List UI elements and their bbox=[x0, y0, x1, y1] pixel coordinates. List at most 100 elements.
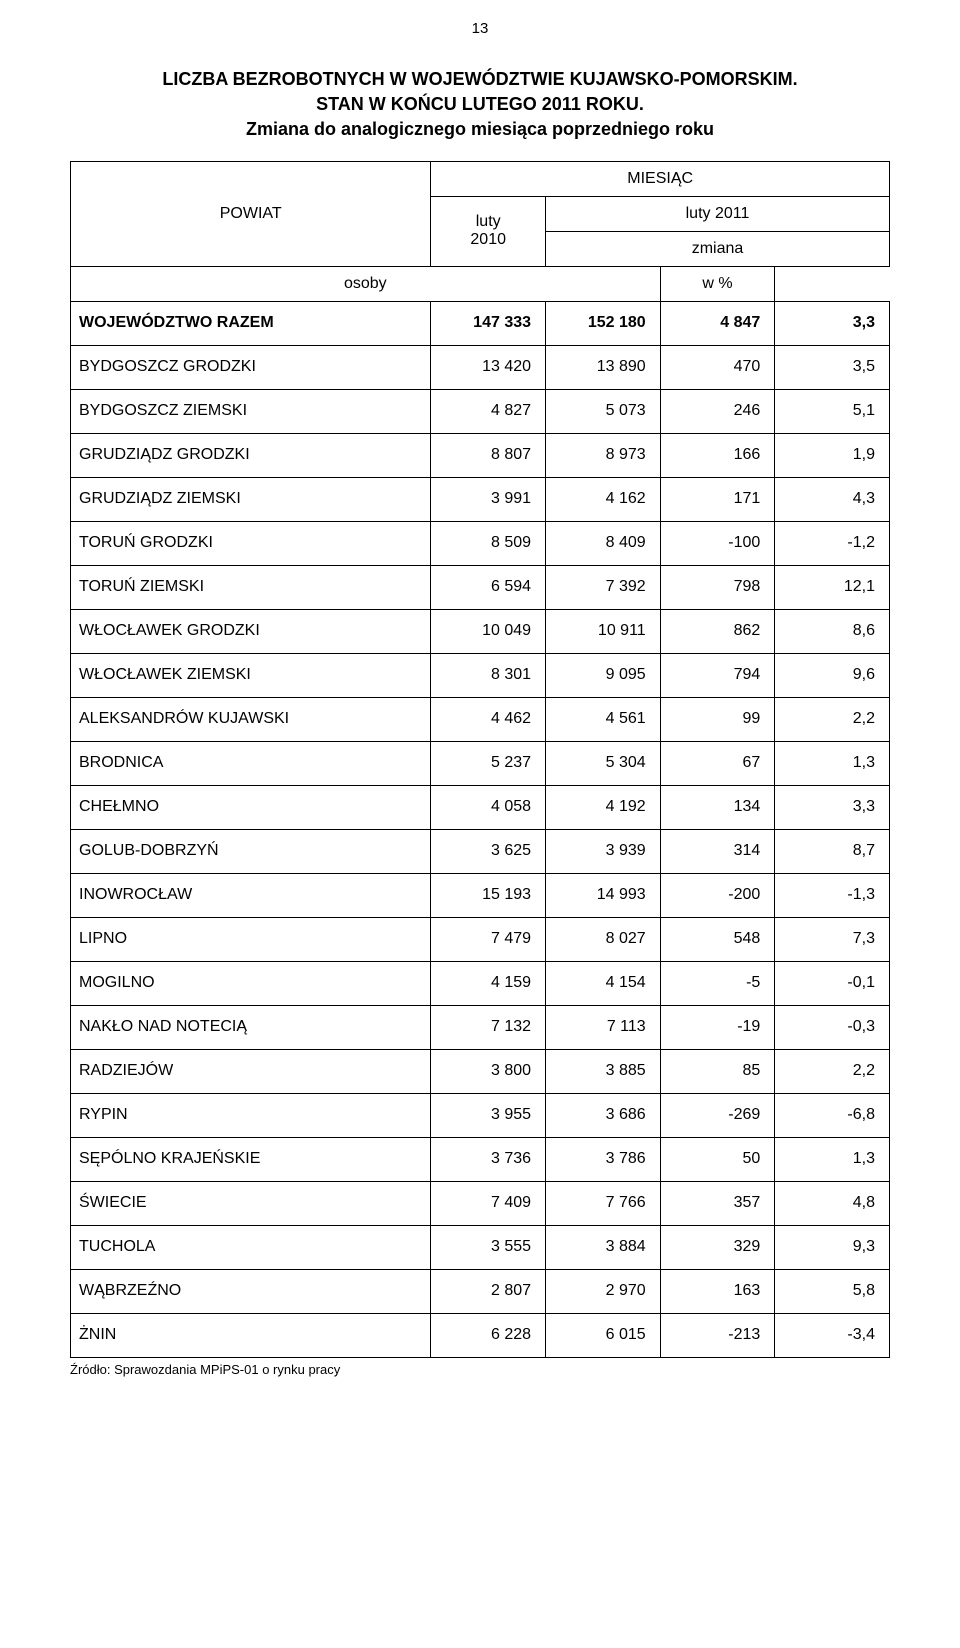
row-value: 3 885 bbox=[546, 1049, 661, 1093]
table-row: WĄBRZEŹNO2 8072 9701635,8 bbox=[71, 1269, 890, 1313]
row-value: 3 555 bbox=[431, 1225, 546, 1269]
table-row: LIPNO7 4798 0275487,3 bbox=[71, 917, 890, 961]
row-label: BYDGOSZCZ GRODZKI bbox=[71, 345, 431, 389]
row-label: SĘPÓLNO KRAJEŃSKIE bbox=[71, 1137, 431, 1181]
row-value: 5,8 bbox=[775, 1269, 890, 1313]
row-value: 14 993 bbox=[546, 873, 661, 917]
row-value: 246 bbox=[660, 389, 775, 433]
row-value: 12,1 bbox=[775, 565, 890, 609]
title-line-2: STAN W KOŃCU LUTEGO 2011 ROKU. bbox=[316, 94, 644, 114]
row-value: -200 bbox=[660, 873, 775, 917]
row-label: NAKŁO NAD NOTECIĄ bbox=[71, 1005, 431, 1049]
row-value: 4 827 bbox=[431, 389, 546, 433]
table-row: BYDGOSZCZ ZIEMSKI4 8275 0732465,1 bbox=[71, 389, 890, 433]
row-value: 6 228 bbox=[431, 1313, 546, 1357]
row-value: 4 159 bbox=[431, 961, 546, 1005]
row-value: 8,7 bbox=[775, 829, 890, 873]
row-value: 1,9 bbox=[775, 433, 890, 477]
row-value: 9,6 bbox=[775, 653, 890, 697]
row-value: 8 509 bbox=[431, 521, 546, 565]
row-value: -19 bbox=[660, 1005, 775, 1049]
row-value: -213 bbox=[660, 1313, 775, 1357]
row-value: 4 462 bbox=[431, 697, 546, 741]
row-label: WĄBRZEŹNO bbox=[71, 1269, 431, 1313]
row-value: -269 bbox=[660, 1093, 775, 1137]
row-label: INOWROCŁAW bbox=[71, 873, 431, 917]
row-value: 798 bbox=[660, 565, 775, 609]
table-row: ŻNIN6 2286 015-213-3,4 bbox=[71, 1313, 890, 1357]
source-note: Źródło: Sprawozdania MPiPS-01 o rynku pr… bbox=[70, 1362, 890, 1377]
row-value: 2,2 bbox=[775, 697, 890, 741]
row-value: 3 939 bbox=[546, 829, 661, 873]
title-line-3: Zmiana do analogicznego miesiąca poprzed… bbox=[246, 119, 714, 139]
row-value: 9,3 bbox=[775, 1225, 890, 1269]
row-value: 3,3 bbox=[775, 785, 890, 829]
row-value: 6 594 bbox=[431, 565, 546, 609]
row-value: 2 807 bbox=[431, 1269, 546, 1313]
row-value: 8,6 bbox=[775, 609, 890, 653]
row-value: 7 479 bbox=[431, 917, 546, 961]
row-label: BYDGOSZCZ ZIEMSKI bbox=[71, 389, 431, 433]
row-label: TORUŃ GRODZKI bbox=[71, 521, 431, 565]
row-label: CHEŁMNO bbox=[71, 785, 431, 829]
row-label: BRODNICA bbox=[71, 741, 431, 785]
row-value: 152 180 bbox=[546, 301, 661, 345]
row-value: 13 890 bbox=[546, 345, 661, 389]
table-title: LICZBA BEZROBOTNYCH W WOJEWÓDZTWIE KUJAW… bbox=[70, 67, 890, 143]
table-row: TORUŃ GRODZKI8 5098 409-100-1,2 bbox=[71, 521, 890, 565]
row-value: 171 bbox=[660, 477, 775, 521]
row-value: -100 bbox=[660, 521, 775, 565]
row-value: 3 884 bbox=[546, 1225, 661, 1269]
row-value: 3 786 bbox=[546, 1137, 661, 1181]
table-row: TUCHOLA3 5553 8843299,3 bbox=[71, 1225, 890, 1269]
row-value: 8 301 bbox=[431, 653, 546, 697]
table-row: GRUDZIĄDZ ZIEMSKI3 9914 1621714,3 bbox=[71, 477, 890, 521]
row-value: 15 193 bbox=[431, 873, 546, 917]
row-label: ŚWIECIE bbox=[71, 1181, 431, 1225]
row-label: GRUDZIĄDZ ZIEMSKI bbox=[71, 477, 431, 521]
header-w-pct: w % bbox=[660, 266, 775, 301]
row-value: -6,8 bbox=[775, 1093, 890, 1137]
row-value: 10 049 bbox=[431, 609, 546, 653]
table-row: WOJEWÓDZTWO RAZEM147 333152 1804 8473,3 bbox=[71, 301, 890, 345]
row-value: 8 807 bbox=[431, 433, 546, 477]
table-row: NAKŁO NAD NOTECIĄ7 1327 113-19-0,3 bbox=[71, 1005, 890, 1049]
table-row: TORUŃ ZIEMSKI6 5947 39279812,1 bbox=[71, 565, 890, 609]
row-value: -3,4 bbox=[775, 1313, 890, 1357]
row-value: 4 192 bbox=[546, 785, 661, 829]
header-zmiana: zmiana bbox=[546, 231, 890, 266]
table-row: WŁOCŁAWEK ZIEMSKI8 3019 0957949,6 bbox=[71, 653, 890, 697]
title-line-1: LICZBA BEZROBOTNYCH W WOJEWÓDZTWIE KUJAW… bbox=[162, 69, 797, 89]
row-label: WŁOCŁAWEK GRODZKI bbox=[71, 609, 431, 653]
table-row: BRODNICA5 2375 304671,3 bbox=[71, 741, 890, 785]
header-luty-2011: luty 2011 bbox=[546, 196, 890, 231]
row-value: 7,3 bbox=[775, 917, 890, 961]
row-value: 2 970 bbox=[546, 1269, 661, 1313]
row-label: LIPNO bbox=[71, 917, 431, 961]
row-value: -0,3 bbox=[775, 1005, 890, 1049]
row-value: 1,3 bbox=[775, 1137, 890, 1181]
row-value: 67 bbox=[660, 741, 775, 785]
row-value: 163 bbox=[660, 1269, 775, 1313]
table-row: INOWROCŁAW15 19314 993-200-1,3 bbox=[71, 873, 890, 917]
row-value: 314 bbox=[660, 829, 775, 873]
row-label: ALEKSANDRÓW KUJAWSKI bbox=[71, 697, 431, 741]
row-value: -1,2 bbox=[775, 521, 890, 565]
row-value: 357 bbox=[660, 1181, 775, 1225]
table-row: SĘPÓLNO KRAJEŃSKIE3 7363 786501,3 bbox=[71, 1137, 890, 1181]
row-value: 470 bbox=[660, 345, 775, 389]
row-value: 10 911 bbox=[546, 609, 661, 653]
row-value: 4 058 bbox=[431, 785, 546, 829]
table-row: WŁOCŁAWEK GRODZKI10 04910 9118628,6 bbox=[71, 609, 890, 653]
row-value: 5 073 bbox=[546, 389, 661, 433]
row-value: 13 420 bbox=[431, 345, 546, 389]
row-value: 4 162 bbox=[546, 477, 661, 521]
unemployment-table: POWIAT MIESIĄC luty 2010 luty 2011 zmian… bbox=[70, 161, 890, 1358]
row-value: 794 bbox=[660, 653, 775, 697]
table-row: GRUDZIĄDZ GRODZKI8 8078 9731661,9 bbox=[71, 433, 890, 477]
row-value: 3 955 bbox=[431, 1093, 546, 1137]
row-label: GRUDZIĄDZ GRODZKI bbox=[71, 433, 431, 477]
row-value: 4 847 bbox=[660, 301, 775, 345]
table-row: MOGILNO4 1594 154-5-0,1 bbox=[71, 961, 890, 1005]
row-value: 99 bbox=[660, 697, 775, 741]
